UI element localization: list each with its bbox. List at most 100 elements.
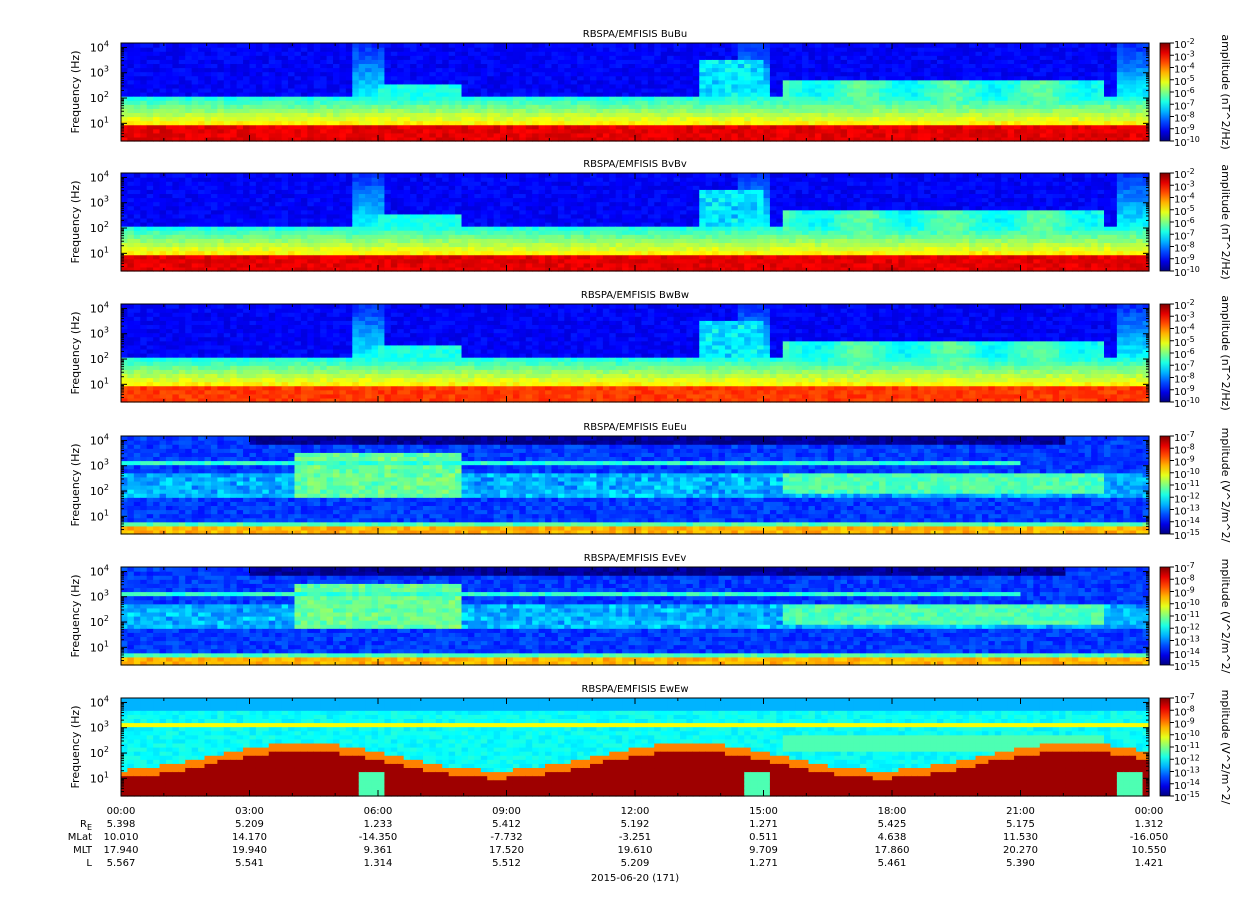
spectrogram-cell bbox=[269, 181, 276, 186]
spectrogram-cell bbox=[539, 129, 546, 134]
spectrogram-cell bbox=[1053, 92, 1060, 97]
spectrogram-cell bbox=[423, 59, 430, 64]
spectrogram-cell bbox=[237, 177, 244, 182]
spectrogram-cell bbox=[192, 238, 199, 243]
spectrogram-cell bbox=[462, 133, 469, 138]
spectrogram-cell bbox=[384, 133, 391, 138]
spectrogram-cell bbox=[545, 47, 552, 52]
spectrogram-cell bbox=[294, 263, 301, 268]
spectrogram-cell bbox=[596, 112, 603, 117]
spectrogram-cell bbox=[166, 84, 173, 89]
spectrogram-cell bbox=[384, 84, 391, 89]
spectrogram-cell bbox=[333, 222, 340, 227]
spectrogram-cell bbox=[815, 59, 822, 64]
spectrogram-cell bbox=[635, 59, 642, 64]
spectrogram-cell bbox=[648, 80, 655, 85]
spectrogram-cell bbox=[1046, 84, 1053, 89]
spectrogram-cell bbox=[307, 80, 314, 85]
spectrogram-cell bbox=[1027, 117, 1034, 122]
spectrogram-cell bbox=[378, 72, 385, 77]
spectrogram-cell bbox=[172, 80, 179, 85]
spectrogram-cell bbox=[821, 47, 828, 52]
spectrogram-cell bbox=[841, 47, 848, 52]
spectrogram-cell bbox=[269, 255, 276, 260]
spectrogram-cell bbox=[346, 255, 353, 260]
spectrogram-cell bbox=[282, 251, 289, 256]
spectrogram-cell bbox=[545, 55, 552, 60]
spectrogram-cell bbox=[140, 218, 147, 223]
spectrogram-cell bbox=[346, 129, 353, 134]
spectrogram-cell bbox=[873, 63, 880, 68]
spectrogram-cell bbox=[789, 80, 796, 85]
spectrogram-cell bbox=[866, 63, 873, 68]
spectrogram-cell bbox=[661, 92, 668, 97]
y-tick-base: 10 bbox=[90, 67, 104, 80]
spectrogram-cell bbox=[641, 112, 648, 117]
spectrogram-cell bbox=[931, 51, 938, 56]
spectrogram-cell bbox=[596, 80, 603, 85]
spectrogram-cell bbox=[551, 125, 558, 130]
spectrogram-cell bbox=[841, 76, 848, 81]
spectrogram-cell bbox=[834, 63, 841, 68]
spectrogram-cell bbox=[359, 177, 366, 182]
spectrogram-cell bbox=[924, 96, 931, 101]
spectrogram-cell bbox=[127, 247, 134, 252]
spectrogram-cell bbox=[134, 125, 141, 130]
spectrogram-cell bbox=[301, 234, 308, 239]
spectrogram-cell bbox=[410, 133, 417, 138]
spectrogram-cell bbox=[1014, 96, 1021, 101]
spectrogram-cell bbox=[905, 108, 912, 113]
spectrogram-cell bbox=[423, 112, 430, 117]
spectrogram-cell bbox=[160, 177, 167, 182]
spectrogram-cell bbox=[269, 259, 276, 264]
spectrogram-cell bbox=[1059, 92, 1066, 97]
spectrogram-cell bbox=[616, 47, 623, 52]
spectrogram-cell bbox=[1040, 63, 1047, 68]
spectrogram-cell bbox=[333, 104, 340, 109]
spectrogram-cell bbox=[507, 125, 514, 130]
spectrogram-cell bbox=[860, 117, 867, 122]
spectrogram-cell bbox=[937, 63, 944, 68]
spectrogram-cell bbox=[539, 112, 546, 117]
spectrogram-cell bbox=[1091, 51, 1098, 56]
spectrogram-cell bbox=[352, 181, 359, 186]
spectrogram-cell bbox=[140, 55, 147, 60]
spectrogram-cell bbox=[1059, 55, 1066, 60]
spectrogram-cell bbox=[140, 59, 147, 64]
spectrogram-cell bbox=[494, 68, 501, 73]
spectrogram-cell bbox=[1104, 108, 1111, 113]
spectrogram-cell bbox=[198, 222, 205, 227]
spectrogram-cell bbox=[127, 47, 134, 52]
spectrogram-cell bbox=[224, 185, 231, 190]
spectrogram-cell bbox=[616, 96, 623, 101]
spectrogram-cell bbox=[828, 76, 835, 81]
spectrogram-cell bbox=[699, 125, 706, 130]
spectrogram-cell bbox=[796, 47, 803, 52]
spectrogram-cell bbox=[1085, 63, 1092, 68]
spectrogram-cell bbox=[185, 263, 192, 268]
spectrogram-cell bbox=[224, 117, 231, 122]
spectrogram-cell bbox=[596, 104, 603, 109]
spectrogram-cell bbox=[269, 80, 276, 85]
spectrogram-cell bbox=[134, 43, 141, 48]
spectrogram-cell bbox=[783, 43, 790, 48]
spectrogram-cell bbox=[436, 63, 443, 68]
spectrogram-cell bbox=[327, 43, 334, 48]
spectrogram-cell bbox=[1098, 133, 1105, 138]
spectrogram-cell bbox=[551, 47, 558, 52]
spectrogram-cell bbox=[436, 117, 443, 122]
spectrogram-cell bbox=[551, 112, 558, 117]
spectrogram-cell bbox=[571, 51, 578, 56]
spectrogram-cell bbox=[365, 214, 372, 219]
spectrogram-cell bbox=[596, 63, 603, 68]
spectrogram-cell bbox=[609, 108, 616, 113]
spectrogram-cell bbox=[629, 129, 636, 134]
spectrogram-cell bbox=[166, 100, 173, 105]
spectrogram-cell bbox=[558, 112, 565, 117]
spectrogram-cell bbox=[988, 51, 995, 56]
spectrogram-cell bbox=[378, 214, 385, 219]
spectrogram-cell bbox=[834, 68, 841, 73]
spectrogram-cell bbox=[365, 129, 372, 134]
spectrogram-cell bbox=[995, 43, 1002, 48]
spectrogram-cell bbox=[307, 202, 314, 207]
